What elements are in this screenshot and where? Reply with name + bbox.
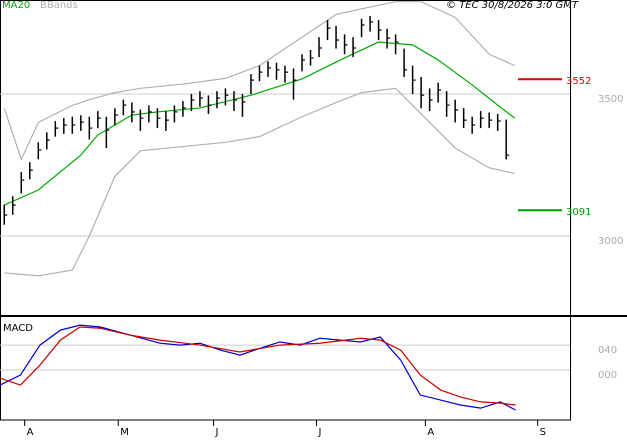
x-tick-label: S xyxy=(540,427,546,438)
macd-title: MACD xyxy=(3,323,33,334)
y-tick-label: 3000 xyxy=(598,236,623,247)
macd-line xyxy=(0,326,516,406)
y-tick-label: 3500 xyxy=(598,94,623,105)
x-tick-label: A xyxy=(27,427,34,438)
level-label: 3091 xyxy=(566,207,591,218)
level-label: 3552 xyxy=(566,76,591,87)
upper-band xyxy=(3,1,515,161)
ma-line xyxy=(4,41,516,206)
y-tick-label: 040 xyxy=(598,345,617,356)
x-tick-label: A xyxy=(427,427,434,438)
y-tick-label: 000 xyxy=(598,370,617,381)
plot-frame xyxy=(0,0,571,421)
legend-bbands: BBands xyxy=(40,0,78,11)
macd-line xyxy=(0,324,516,411)
x-tick-label: M xyxy=(120,427,129,438)
copyright-note: © TEC 30/8/2026 3:0 GMT xyxy=(446,0,579,11)
lower-band xyxy=(4,87,515,277)
x-tick-label: J xyxy=(215,427,219,438)
legend-ma20: MA20 xyxy=(2,0,30,11)
x-tick-label: J xyxy=(317,427,321,438)
